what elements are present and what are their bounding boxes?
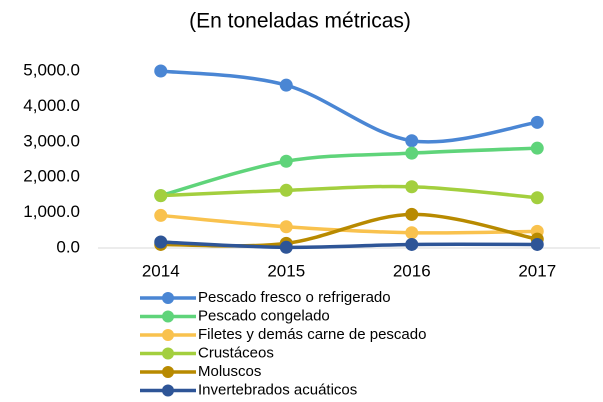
x-tick-label: 2015 (267, 261, 305, 280)
chart-title: (En toneladas métricas) (189, 10, 411, 33)
point (154, 189, 168, 203)
point (279, 78, 293, 92)
y-tick-label: 0.0 (56, 237, 80, 256)
point (154, 208, 168, 222)
point (405, 134, 419, 148)
point (405, 226, 419, 240)
x-tick-label: 2014 (142, 261, 180, 280)
legend-marker (162, 292, 174, 304)
y-tick-label: 1,000.0 (23, 202, 80, 221)
point (154, 235, 168, 249)
y-tick-label: 3,000.0 (23, 131, 80, 150)
legend-label: Moluscos (198, 363, 261, 380)
point (530, 115, 544, 129)
x-tick-label: 2016 (393, 261, 431, 280)
legend-marker (162, 366, 174, 378)
point (530, 237, 544, 251)
series-line (160, 146, 538, 198)
y-tick-label: 4,000.0 (23, 96, 80, 115)
legend-label: Crustáceos (198, 344, 274, 361)
legend-label: Invertebrados acuáticos (198, 381, 357, 398)
point (154, 64, 168, 78)
point (405, 146, 419, 160)
series-line (160, 69, 538, 144)
point (405, 180, 419, 194)
legend-label: Pescado congelado (198, 307, 330, 324)
y-tick-label: 5,000.0 (23, 60, 80, 79)
legend-label: Pescado fresco o refrigerado (198, 289, 391, 306)
y-tick-label: 2,000.0 (23, 167, 80, 186)
legend-marker (162, 310, 174, 323)
x-tick-label: 2017 (518, 261, 556, 280)
point (405, 207, 419, 221)
legend-marker (162, 384, 174, 397)
point (279, 240, 293, 254)
series-line (160, 240, 538, 250)
series-line (160, 184, 538, 200)
point (530, 141, 544, 155)
series-line (160, 213, 538, 235)
point (279, 183, 293, 197)
point (279, 154, 293, 168)
point (530, 191, 544, 205)
point (405, 237, 419, 251)
legend-marker (162, 347, 174, 360)
point (279, 220, 293, 234)
legend-label: Filetes y demás carne de pescado (198, 326, 426, 343)
legend-marker (162, 329, 174, 341)
